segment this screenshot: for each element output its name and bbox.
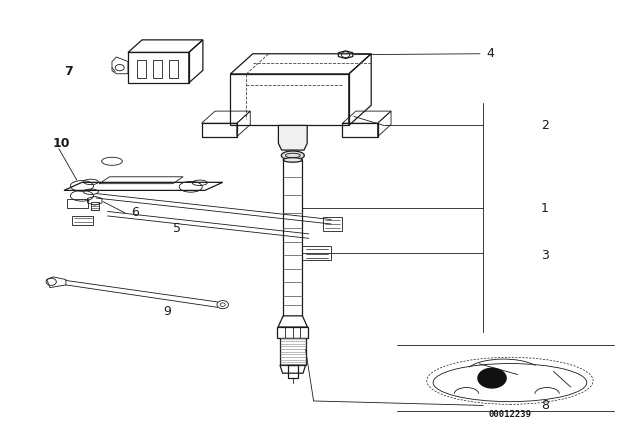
Ellipse shape [282,151,305,160]
Circle shape [478,368,506,388]
Ellipse shape [283,158,303,162]
Text: 9: 9 [163,305,171,318]
Bar [230,74,349,125]
Text: 5: 5 [173,222,181,235]
Bar [91,202,99,210]
Bar [342,123,378,137]
Bar [280,338,306,365]
Bar [303,246,332,260]
Text: 3: 3 [541,249,548,262]
Text: 00012239: 00012239 [488,410,531,419]
Text: 1: 1 [541,202,548,215]
Bar [137,60,146,78]
Text: 6: 6 [131,206,139,220]
Text: 8: 8 [541,399,548,412]
Bar [288,365,298,378]
Text: 10: 10 [52,137,70,150]
Text: 4: 4 [486,47,494,60]
Bar [202,123,237,137]
Bar [153,60,162,78]
Text: 2: 2 [541,119,548,132]
Bar [169,60,178,78]
Polygon shape [278,125,307,150]
Bar [128,52,189,83]
Text: 7: 7 [64,65,73,78]
